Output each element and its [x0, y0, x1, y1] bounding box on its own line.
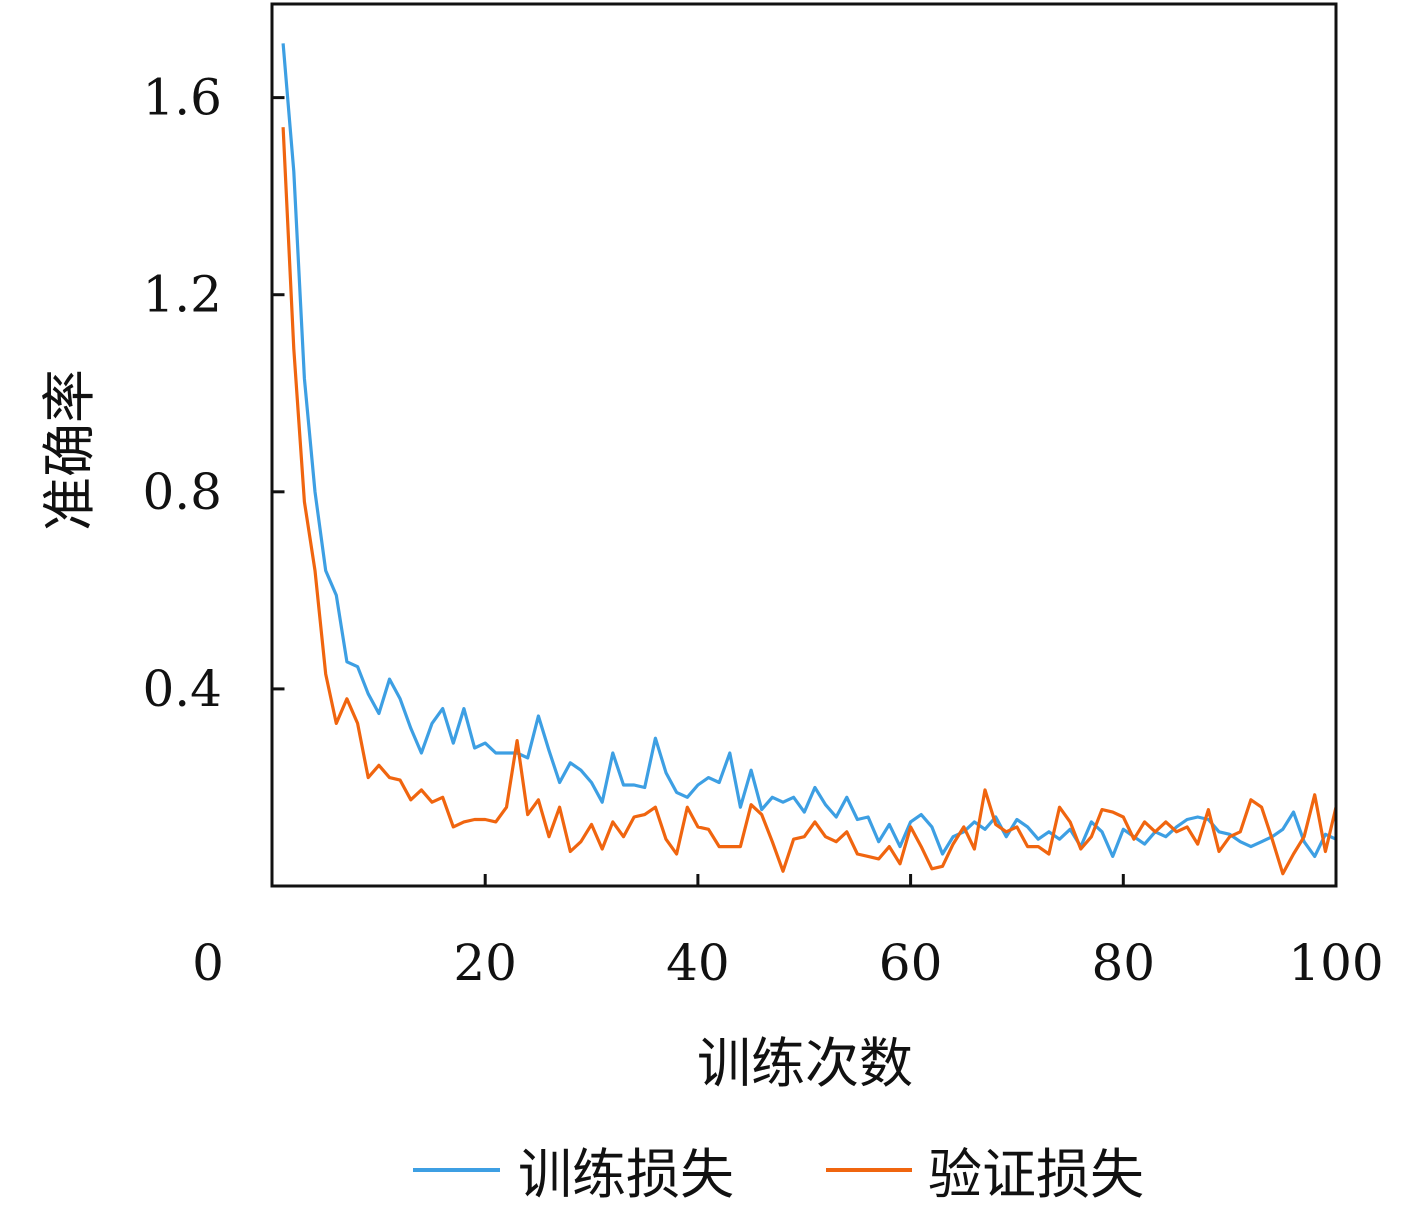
series-line-0 — [281, 43, 1337, 859]
x-axis-label: 训练次数 — [697, 1032, 913, 1095]
y-tick-label: 0.8 — [142, 463, 222, 521]
x-tick-label: 40 — [666, 934, 730, 992]
x-tick-label: 20 — [453, 934, 517, 992]
legend: 训练损失 验证损失 — [413, 1143, 1144, 1205]
x-tick-label: 80 — [1091, 934, 1155, 992]
y-axis-label: 准确率 — [38, 369, 101, 531]
legend-label-val: 验证损失 — [928, 1143, 1144, 1205]
y-tick-label: 1.2 — [142, 266, 222, 324]
series-line-1 — [281, 127, 1338, 876]
x-tick-label: 100 — [1288, 934, 1383, 992]
x-tick-label: 60 — [879, 934, 943, 992]
x-tick-label: 0 — [192, 934, 224, 992]
y-tick-label: 0.4 — [142, 660, 222, 718]
y-tick-label: 1.6 — [142, 69, 222, 127]
plot-frame — [270, 2, 1338, 888]
legend-label-train: 训练损失 — [518, 1143, 734, 1205]
